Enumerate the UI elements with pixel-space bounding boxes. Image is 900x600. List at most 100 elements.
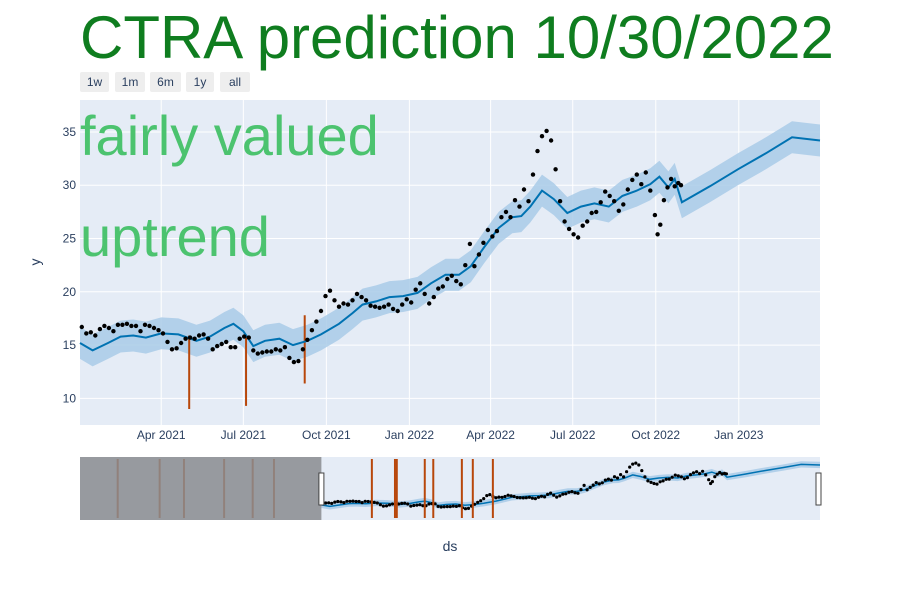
slider-point: [691, 471, 696, 475]
observed-point: [566, 226, 572, 232]
slider-point: [421, 504, 425, 508]
observed-point: [205, 336, 211, 341]
range-button-1y[interactable]: 1y: [186, 72, 214, 92]
slider-point: [718, 470, 722, 475]
slider-point: [539, 494, 544, 498]
observed-point: [165, 339, 170, 345]
slider-point: [652, 481, 656, 486]
slider-point: [387, 503, 392, 507]
range-button-1w[interactable]: 1w: [80, 72, 109, 92]
slider-point: [600, 481, 604, 485]
observed-point: [336, 304, 342, 309]
slider-point: [500, 495, 504, 499]
observed-point: [111, 329, 116, 334]
slider-point: [561, 492, 565, 496]
x-tick-label: Jul 2022: [550, 428, 596, 442]
slider-point: [503, 494, 507, 499]
observed-point: [192, 336, 197, 341]
observed-point: [372, 304, 378, 309]
slider-point: [606, 477, 611, 481]
observed-point: [472, 264, 477, 269]
x-tick-label: Jan 2023: [714, 428, 764, 442]
observed-points-layer: [79, 128, 684, 365]
slider-point: [494, 496, 498, 500]
slider-point: [418, 503, 422, 507]
x-axis-ticks: Apr 2021 Jul 2021 Oct 2021 Jan 2022 Apr 2022…: [137, 428, 764, 442]
slider-band: [321, 461, 820, 510]
slider-point: [463, 507, 468, 511]
slider-point: [415, 503, 419, 507]
slider-point: [384, 504, 389, 508]
observed-point: [106, 325, 112, 331]
slider-handle-right[interactable]: [815, 472, 822, 506]
observed-point: [658, 222, 663, 227]
observed-point: [530, 172, 536, 177]
slider-point: [406, 502, 410, 506]
observed-point: [390, 306, 396, 312]
slider-point: [634, 461, 638, 465]
observed-point: [278, 348, 283, 353]
slider-point: [570, 490, 574, 494]
slider-point: [573, 491, 577, 495]
slider-point: [582, 483, 586, 487]
slider-point: [378, 503, 382, 507]
observed-point: [120, 322, 125, 327]
slider-point: [664, 477, 668, 481]
slider-point: [372, 500, 376, 504]
observed-point: [427, 301, 432, 306]
y-tick-label: 15: [63, 338, 77, 352]
observed-point: [580, 223, 585, 228]
range-button-6m[interactable]: 6m: [150, 72, 181, 92]
slider-point: [567, 490, 571, 494]
chart-title: CTRA prediction 10/30/2022: [80, 4, 834, 71]
observed-point: [458, 282, 463, 287]
observed-point: [589, 210, 594, 216]
observed-point: [655, 232, 660, 237]
observed-point: [422, 291, 427, 297]
observed-point: [535, 148, 540, 154]
slider-point: [707, 478, 711, 482]
observed-point: [102, 323, 107, 329]
slider-point: [427, 502, 431, 506]
observed-point: [88, 330, 94, 335]
slider-point: [533, 497, 538, 501]
observed-point: [196, 333, 202, 338]
slider-point: [448, 505, 452, 509]
slider-point: [400, 501, 404, 505]
slider-point: [594, 481, 598, 485]
slider-point: [348, 499, 352, 503]
observed-point: [260, 350, 265, 355]
observed-point: [440, 284, 445, 289]
observed-point: [648, 188, 653, 193]
observed-point: [585, 219, 590, 224]
slider-point: [625, 470, 629, 474]
slider-point: [619, 473, 623, 477]
observed-point: [377, 305, 382, 310]
observed-point: [668, 176, 674, 182]
range-slider[interactable]: [80, 457, 822, 520]
observed-point: [598, 200, 603, 205]
observed-point: [287, 355, 292, 361]
slider-point: [588, 485, 592, 489]
slider-point: [622, 475, 626, 479]
observed-point: [521, 187, 527, 192]
slider-point: [612, 475, 617, 479]
slider-point: [381, 504, 385, 508]
observed-point: [553, 167, 558, 172]
uncertainty-band: [80, 121, 820, 367]
slider-point: [479, 499, 483, 503]
observed-point: [138, 329, 143, 334]
observed-point: [237, 336, 242, 341]
x-tick-label: Oct 2021: [302, 428, 351, 442]
slider-handle-left[interactable]: [318, 472, 325, 506]
observed-point: [413, 287, 418, 292]
observed-point: [526, 199, 531, 204]
range-button-1m[interactable]: 1m: [115, 72, 145, 92]
observed-point: [332, 298, 337, 303]
slider-point: [591, 483, 595, 487]
range-button-all[interactable]: all: [220, 72, 250, 92]
observed-point: [404, 297, 409, 302]
observed-point: [246, 335, 251, 340]
slider-point: [688, 473, 693, 477]
slider-point: [512, 494, 516, 499]
